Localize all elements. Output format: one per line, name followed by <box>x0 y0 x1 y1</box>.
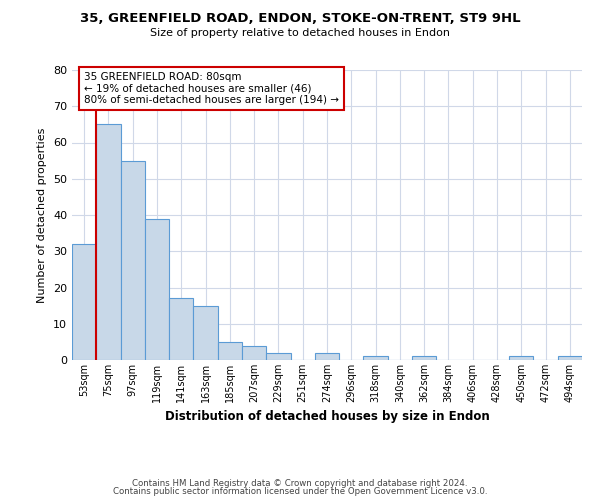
Bar <box>315 353 339 360</box>
X-axis label: Distribution of detached houses by size in Endon: Distribution of detached houses by size … <box>164 410 490 424</box>
Y-axis label: Number of detached properties: Number of detached properties <box>37 128 47 302</box>
Bar <box>193 306 218 360</box>
Bar <box>72 244 96 360</box>
Bar <box>412 356 436 360</box>
Bar <box>558 356 582 360</box>
Text: 35 GREENFIELD ROAD: 80sqm
← 19% of detached houses are smaller (46)
80% of semi-: 35 GREENFIELD ROAD: 80sqm ← 19% of detac… <box>84 72 339 105</box>
Bar <box>145 218 169 360</box>
Text: Contains HM Land Registry data © Crown copyright and database right 2024.: Contains HM Land Registry data © Crown c… <box>132 478 468 488</box>
Text: 35, GREENFIELD ROAD, ENDON, STOKE-ON-TRENT, ST9 9HL: 35, GREENFIELD ROAD, ENDON, STOKE-ON-TRE… <box>80 12 520 26</box>
Bar <box>96 124 121 360</box>
Bar <box>364 356 388 360</box>
Bar <box>509 356 533 360</box>
Bar <box>169 298 193 360</box>
Bar <box>121 160 145 360</box>
Bar <box>266 353 290 360</box>
Text: Size of property relative to detached houses in Endon: Size of property relative to detached ho… <box>150 28 450 38</box>
Bar <box>242 346 266 360</box>
Bar <box>218 342 242 360</box>
Text: Contains public sector information licensed under the Open Government Licence v3: Contains public sector information licen… <box>113 487 487 496</box>
